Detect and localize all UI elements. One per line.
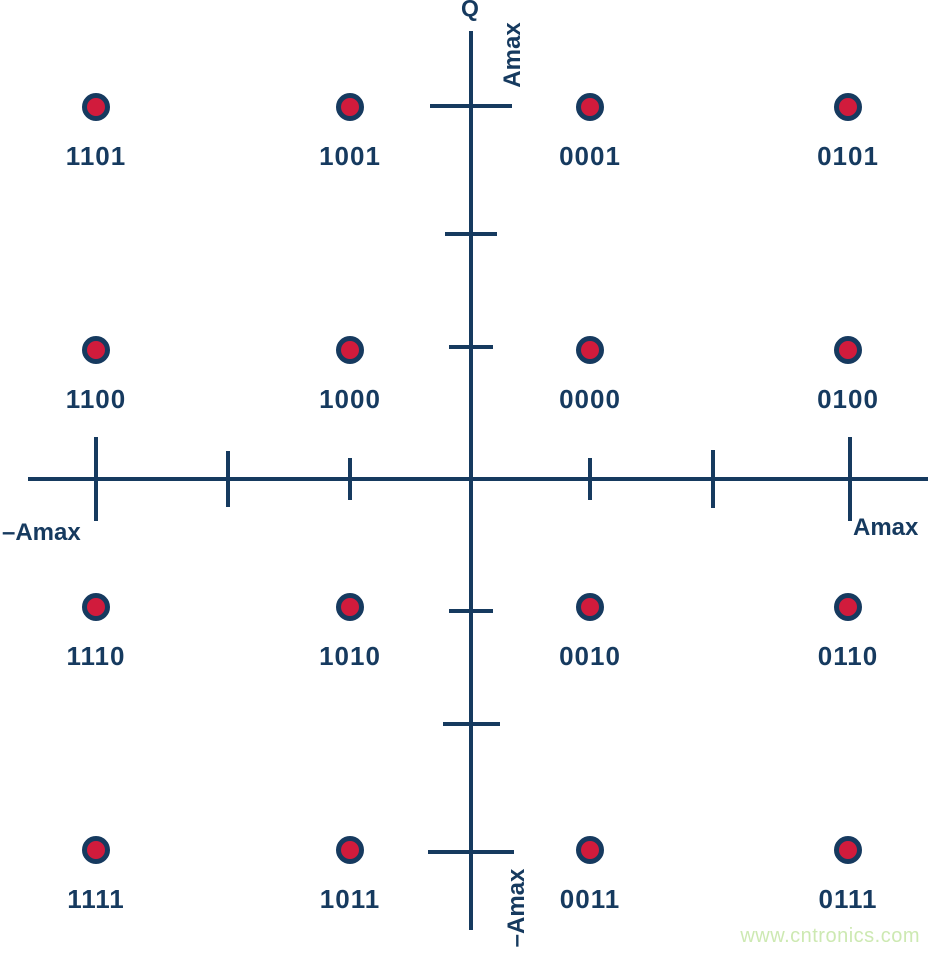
neg-amax-bottom-label: –Amax [503, 868, 530, 948]
constellation-dot [336, 336, 364, 364]
amax-top-label: Amax [499, 22, 526, 88]
constellation-dot [82, 836, 110, 864]
amax-right-label: Amax [853, 514, 919, 541]
constellation-dot [834, 593, 862, 621]
y-axis-tick [430, 104, 512, 108]
q-axis-label: Q [461, 0, 479, 21]
symbol-code: 0110 [817, 641, 879, 671]
x-axis-tick [348, 458, 352, 500]
constellation-dot [834, 836, 862, 864]
symbol-code: 1100 [65, 384, 127, 414]
constellation-dot [336, 836, 364, 864]
x-axis-tick [588, 458, 592, 500]
symbol-code: 0101 [817, 141, 879, 171]
constellation-dot [576, 836, 604, 864]
constellation-dot [834, 336, 862, 364]
x-axis-tick [94, 437, 98, 521]
y-axis-tick [445, 232, 497, 236]
constellation-dot [82, 336, 110, 364]
x-axis-tick [226, 451, 230, 507]
constellation-dot [576, 93, 604, 121]
symbol-code: 0001 [559, 141, 621, 171]
symbol-code: 0100 [817, 384, 879, 414]
symbol-code: 1011 [319, 884, 381, 914]
symbol-code: 0000 [559, 384, 621, 414]
symbol-code: 0010 [559, 641, 621, 671]
x-axis-tick [848, 437, 852, 521]
constellation-dot [576, 336, 604, 364]
y-axis-tick [449, 345, 493, 349]
symbol-code: 1000 [319, 384, 381, 414]
constellation-dot [336, 93, 364, 121]
symbol-code: 1101 [65, 141, 127, 171]
constellation-dot [82, 93, 110, 121]
y-axis-tick [443, 722, 500, 726]
symbol-code: 0011 [559, 884, 621, 914]
constellation-dot [834, 93, 862, 121]
i-axis-line [28, 477, 928, 481]
y-axis-tick [449, 609, 493, 613]
symbol-code: 1001 [319, 141, 381, 171]
neg-amax-left-label: –Amax [2, 519, 81, 546]
constellation-dot [82, 593, 110, 621]
constellation-dot [576, 593, 604, 621]
x-axis-tick [711, 450, 715, 508]
y-axis-tick [428, 850, 514, 854]
symbol-code: 1110 [66, 641, 126, 671]
symbol-code: 1010 [319, 641, 381, 671]
symbol-code: 1111 [67, 884, 125, 914]
watermark-text: www.cntronics.com [740, 925, 920, 947]
symbol-code: 0111 [818, 884, 878, 914]
constellation-dot [336, 593, 364, 621]
